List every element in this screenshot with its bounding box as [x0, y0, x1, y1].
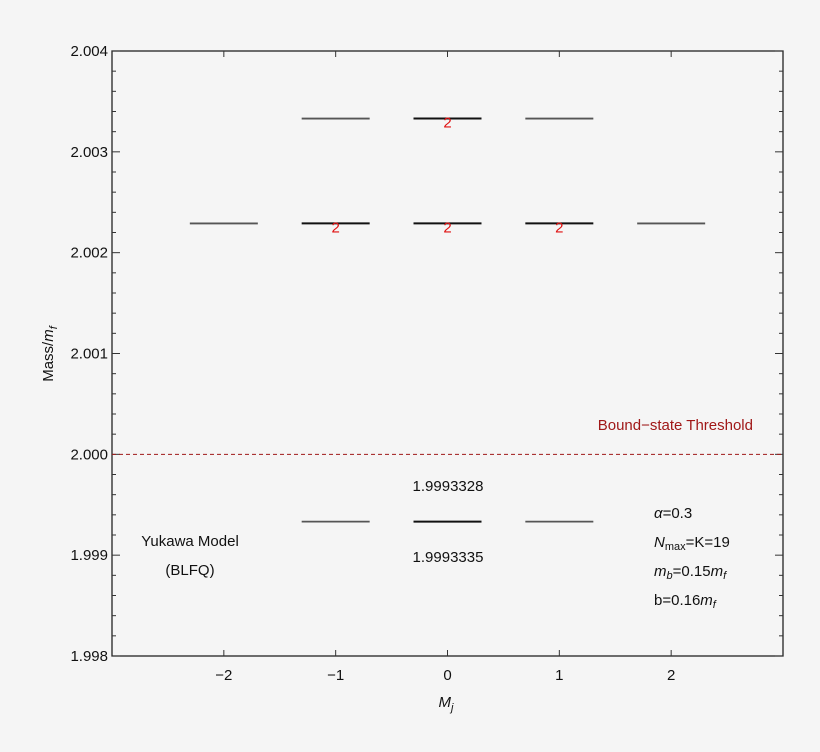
- threshold-label: Bound−state Threshold: [598, 417, 753, 434]
- param-mb: mb=0.15mf: [654, 563, 727, 582]
- ground-lower-value: 1.9993335: [413, 549, 484, 566]
- ground-upper-value: 1.9993328: [413, 478, 484, 495]
- param-b: b=0.16mf: [654, 592, 717, 611]
- degeneracy-label: 2: [443, 115, 451, 132]
- y-tick-label: 2.002: [70, 245, 108, 262]
- y-tick-label: 2.003: [70, 144, 108, 161]
- x-axis-ticks: [223, 51, 672, 656]
- degeneracy-label: 2: [555, 219, 563, 236]
- y-tick-label: 2.000: [70, 446, 108, 463]
- x-tick-label: 1: [555, 667, 563, 684]
- model-label: Yukawa Model: [141, 533, 239, 550]
- y-tick-label: 2.001: [70, 346, 108, 363]
- y-tick-label: 1.998: [70, 648, 108, 665]
- y-tick-label: 2.004: [70, 43, 108, 60]
- x-tick-label: 0: [443, 667, 451, 684]
- energy-levels: 2 2 2 2: [189, 115, 706, 523]
- x-tick-label: −2: [215, 667, 232, 684]
- param-nmax: Nmax=K=19: [654, 534, 730, 553]
- degeneracy-label: 2: [443, 219, 451, 236]
- y-tick-label: 1.999: [70, 547, 108, 564]
- x-axis-tick-labels: −2 −1 0 1 2: [215, 667, 675, 684]
- x-tick-label: 2: [667, 667, 675, 684]
- x-tick-label: −1: [327, 667, 344, 684]
- degeneracy-label: 2: [331, 219, 339, 236]
- y-axis-title: Mass/mf: [40, 325, 60, 382]
- x-axis-title: Mj: [439, 694, 455, 714]
- model-sublabel: (BLFQ): [165, 562, 214, 579]
- param-alpha: α=0.3: [654, 505, 692, 522]
- y-axis-tick-labels: 1.998 1.999 2.000 2.001 2.002 2.003 2.004: [70, 43, 108, 665]
